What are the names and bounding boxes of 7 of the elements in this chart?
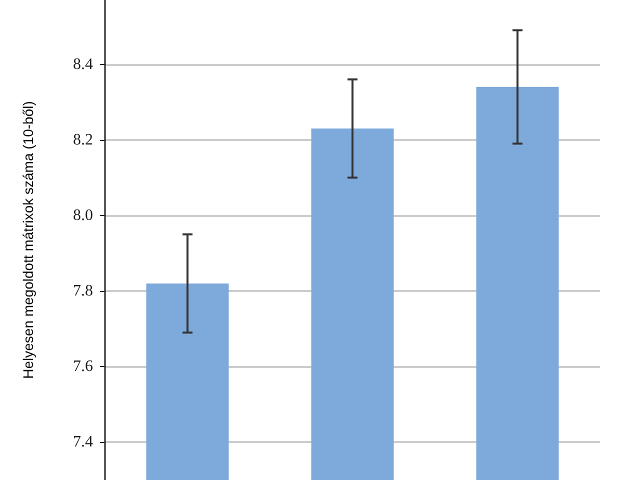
y-axis-title: Helyesen megoldott mátrixok száma (10-ből) (20, 101, 36, 379)
y-tick-label: 8.4 (73, 56, 93, 73)
y-tick-label: 7.6 (73, 358, 93, 376)
y-tick-label: 8.2 (73, 131, 93, 148)
y-tick-label: 7.4 (73, 434, 93, 451)
y-tick-label: 8.0 (73, 206, 93, 224)
y-tick-label: 7.8 (73, 282, 93, 300)
